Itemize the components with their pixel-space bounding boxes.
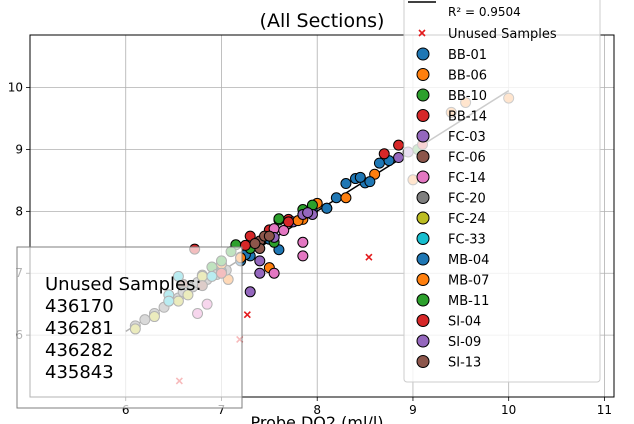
legend-label: BB-10: [448, 89, 487, 104]
data-point: [393, 139, 405, 151]
unused-sample-id: 436170: [45, 296, 114, 317]
x-axis-label: Probe DO2 (ml/l): [251, 413, 384, 424]
plot-frame: [29, 34, 615, 398]
x-tick-label: 6: [122, 403, 130, 417]
legend-label: MB-11: [448, 294, 489, 309]
unused-sample-id: 436281: [45, 318, 114, 339]
legend-marker: [416, 273, 430, 286]
unused-point-stroke: [365, 253, 373, 261]
legend-marker: [416, 232, 430, 245]
data-point: [354, 171, 366, 183]
data-point: [297, 236, 309, 248]
data-point: [302, 207, 314, 219]
x-tick-label: 7: [218, 403, 226, 417]
legend-marker: [416, 47, 430, 61]
legend-marker: [416, 170, 430, 184]
legend-label: FC-33: [448, 233, 486, 248]
legend-label: MB-04: [448, 253, 489, 268]
unused-sample-id: 435843: [45, 362, 114, 383]
legend-label: BB-14: [448, 110, 487, 125]
legend-marker: [416, 355, 430, 368]
y-tick-label: 9: [15, 142, 23, 156]
chart-title: (All Sections): [260, 10, 385, 32]
legend-label: SI-13: [448, 356, 481, 371]
legend-marker: [416, 109, 430, 122]
legend-label: BB-06: [448, 69, 487, 84]
data-point: [254, 267, 266, 279]
data-point: [273, 213, 285, 225]
legend-label: FC-06: [448, 151, 486, 166]
data-point: [321, 202, 333, 214]
legend-marker: [416, 252, 430, 266]
legend-label: FC-14: [448, 171, 486, 186]
unused-point: [243, 311, 251, 319]
x-tick-label: 10: [501, 403, 516, 417]
legend-label: FC-20: [448, 192, 486, 207]
legend-unused-label: Unused Samples: [448, 27, 557, 42]
legend-unused-marker: [418, 29, 426, 37]
data-point: [373, 157, 385, 169]
legend-marker: [416, 314, 430, 327]
legend-label: BB-01: [448, 48, 487, 63]
x-tick-label: 9: [409, 403, 417, 417]
data-point: [263, 230, 275, 242]
legend[interactable]: R² = 0.9504 Unused Samples BB-01 BB-06 BB-10…: [403, 0, 601, 383]
unused-point-stroke: [243, 311, 251, 319]
unused-box-frame: [16, 246, 243, 409]
unused-point: [365, 253, 373, 261]
data-point: [249, 238, 261, 250]
legend-marker: [416, 293, 430, 307]
legend-marker: [416, 211, 430, 225]
legend-label: MB-07: [448, 274, 489, 289]
data-point: [278, 225, 290, 237]
legend-frame: [403, 0, 601, 383]
legend-marker: [416, 191, 430, 204]
data-point: [297, 250, 309, 262]
data-point: [393, 152, 405, 164]
legend-label: SI-09: [448, 335, 481, 350]
legend-marker: [416, 129, 430, 143]
unused-sample-id: 436282: [45, 340, 114, 361]
legend-marker: [416, 334, 430, 348]
legend-label: FC-03: [448, 130, 486, 145]
legend-label: FC-24: [448, 212, 486, 227]
legend-marker: [416, 150, 430, 163]
data-point: [364, 176, 376, 188]
data-point: [330, 192, 342, 204]
y-tick-label: 10: [8, 81, 23, 95]
data-point: [268, 267, 280, 279]
legend-r2-label: R² = 0.9504: [448, 5, 521, 19]
data-point: [378, 148, 390, 160]
data-point: [340, 178, 352, 190]
legend-marker: [416, 68, 430, 81]
legend-marker: [416, 88, 430, 102]
x-tick-label: 11: [597, 403, 612, 417]
legend-label: SI-04: [448, 315, 481, 330]
y-tick-label: 8: [15, 204, 23, 218]
x-tick-label: 8: [313, 403, 321, 417]
data-point: [340, 192, 352, 204]
unused-box-title: Unused Samples:: [45, 274, 202, 295]
data-point: [254, 255, 266, 267]
data-point: [282, 216, 294, 228]
data-point: [244, 286, 256, 298]
title-line: (All Sections): [260, 10, 385, 32]
